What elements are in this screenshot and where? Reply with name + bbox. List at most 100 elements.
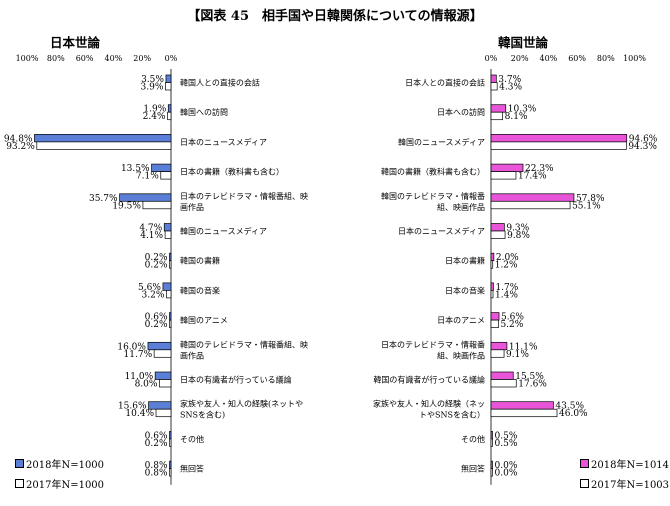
kr-category-label: 組、映画作品 [437, 350, 485, 360]
jp-data-label-2017: 3.9% [141, 83, 164, 93]
kr-category-label: 組、映画作品 [437, 202, 485, 212]
kr-bar-2018 [490, 282, 494, 291]
jp-bar-2018 [169, 312, 172, 321]
jp-bar-2017 [142, 200, 172, 210]
legend-label-jp-2017: 2017年N=1000 [26, 480, 105, 491]
jp-bar-2017 [160, 171, 172, 180]
jp-bar-2018 [163, 223, 172, 232]
kr-data-label-2017: 94.3% [628, 142, 657, 152]
jp-tick-label: 60% [76, 54, 94, 63]
jp-data-label-2018: 0.2% [145, 253, 168, 263]
jp-data-label-2017: 10.4% [125, 409, 154, 419]
jp-data-label-2018: 13.5% [121, 164, 150, 174]
kr-data-label-2017: 9.8% [507, 231, 530, 241]
kr-data-label-2017: 9.1% [506, 350, 529, 360]
kr-category-label: 日本のアニメ [437, 315, 485, 325]
jp-category-label: 韓国への訪問 [180, 107, 228, 117]
jp-data-label-2018: 35.7% [89, 194, 118, 204]
legend-kr-2018: 2018年N=1014 [580, 456, 669, 471]
kr-bar-2018 [490, 460, 493, 469]
jp-bar-2018 [162, 282, 172, 291]
kr-category-label: 韓国のニュースメディア [398, 137, 485, 147]
jp-bar-2017 [164, 230, 172, 239]
kr-data-label-2018: 0.5% [495, 431, 518, 441]
legend-jp-2018: 2018年N=1000 [15, 456, 104, 471]
legend-label-kr-2017: 2017年N=1003 [591, 480, 670, 491]
jp-data-label-2017: 7.1% [136, 172, 159, 182]
kr-data-label-2018: 10.3% [508, 105, 537, 115]
kr-tick-label: 60% [568, 54, 586, 63]
jp-data-label-2018: 0.6% [145, 313, 168, 323]
jp-bar-2018 [119, 193, 172, 202]
kr-category-label: 韓国の有識者が行っている議論 [373, 375, 485, 385]
kr-category-label: 韓国の書籍（教科書も含む） [381, 167, 485, 177]
kr-data-label-2018: 1.7% [495, 283, 518, 293]
jp-bar-2018 [169, 460, 172, 469]
jp-bar-2017 [169, 319, 172, 328]
jp-category-label: 無回答 [180, 464, 204, 474]
jp-data-label-2018: 15.6% [118, 402, 147, 412]
kr-bar-2018 [490, 431, 493, 440]
jp-category-label: 韓国のニュースメディア [180, 226, 267, 236]
kr-bar-2018 [490, 371, 514, 380]
jp-data-label-2018: 4.7% [139, 224, 162, 234]
kr-bar-2017 [490, 408, 558, 418]
jp-data-label-2018: 94.8% [4, 134, 33, 144]
japan-panel-title: 日本世論 [50, 35, 101, 50]
jp-data-label-2018: 0.6% [145, 431, 168, 441]
kr-data-label-2018: 2.0% [496, 253, 519, 263]
jp-data-label-2017: 19.5% [112, 201, 141, 211]
jp-bar-2018 [167, 104, 172, 113]
jp-bar-2018 [169, 252, 172, 262]
kr-category-label: その他 [461, 434, 485, 444]
jp-tick-label: 20% [133, 54, 151, 63]
kr-bar-2017 [490, 349, 505, 358]
kr-category-label: 日本の書籍 [445, 256, 485, 266]
kr-data-label-2017: 0.0% [495, 469, 518, 479]
kr-bar-2017 [490, 111, 503, 121]
kr-bar-2018 [490, 312, 500, 321]
kr-bar-2017 [490, 379, 517, 388]
kr-data-label-2018: 3.7% [498, 75, 521, 85]
korea-panel-title: 韓国世論 [498, 35, 549, 50]
kr-data-label-2017: 55.1% [572, 201, 601, 211]
kr-data-label-2018: 22.3% [525, 164, 554, 174]
jp-bar-2018 [147, 341, 172, 351]
kr-bar-2018 [490, 163, 524, 172]
kr-bar-2018 [490, 341, 508, 351]
jp-category-label: 韓国のアニメ [180, 315, 228, 325]
jp-tick-label: 100% [16, 54, 39, 63]
jp-data-label-2017: 0.2% [145, 439, 168, 449]
jp-category-label: 韓国の音楽 [180, 285, 220, 295]
jp-bar-2017 [166, 290, 172, 299]
kr-bar-2017 [490, 438, 493, 447]
kr-category-label: 日本のテレビドラマ・情報番 [381, 339, 485, 349]
legend-swatch-kr-2018 [580, 459, 589, 468]
jp-bar-2017 [36, 141, 172, 150]
kr-data-label-2018: 5.6% [501, 313, 524, 323]
kr-bar-2018 [490, 401, 554, 410]
kr-bar-2018 [490, 193, 575, 202]
jp-bar-2018 [151, 163, 172, 172]
kr-bar-2017 [490, 319, 499, 328]
jp-category-label: 日本のニュースメディア [180, 137, 267, 147]
jp-category-label: 日本の有識者が行っている議論 [180, 375, 292, 385]
legend-swatch-jp-2018 [15, 459, 24, 468]
legend-jp-2017: 2017年N=1000 [15, 476, 104, 491]
kr-data-label-2017: 17.4% [518, 172, 547, 182]
jp-data-label-2017: 2.4% [143, 112, 166, 122]
jp-bar-2017 [165, 82, 172, 91]
jp-category-label: SNSを含む) [180, 410, 225, 420]
figure-title: 【図表 45 相手国や日韓関係についての情報源】 [187, 9, 483, 24]
legend-swatch-kr-2017 [580, 479, 589, 488]
jp-tick-label: 40% [105, 54, 123, 63]
jp-data-label-2017: 4.1% [140, 231, 163, 241]
jp-bar-2018 [154, 371, 172, 380]
jp-bar-2017 [169, 260, 172, 269]
jp-category-label: 日本の書籍（教科書も含む） [180, 167, 284, 177]
jp-category-label: 日本のテレビドラマ・情報番組、映 [180, 191, 308, 201]
legend-swatch-jp-2017 [15, 479, 24, 488]
kr-category-label: 無回答 [461, 464, 485, 474]
kr-bar-2017 [490, 468, 493, 477]
kr-bar-2017 [490, 141, 627, 150]
